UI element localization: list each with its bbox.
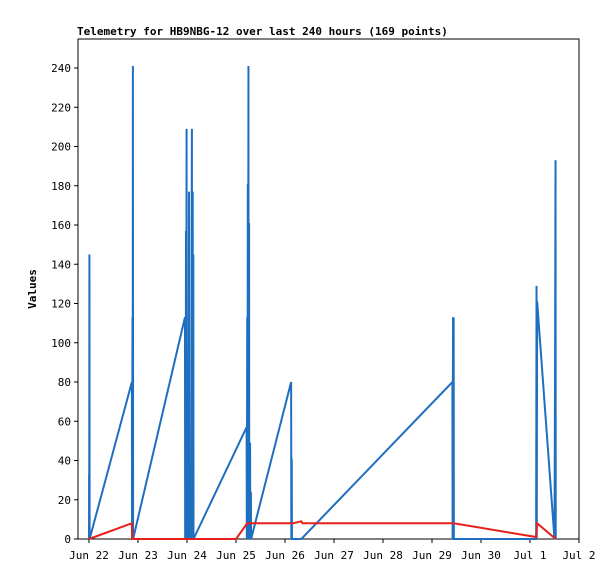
x-tick-label: Jul 2 (562, 549, 595, 562)
x-tick-label: Jun 22 (69, 549, 109, 562)
y-tick-label: 220 (51, 101, 71, 114)
x-tick-label: Jul 1 (513, 549, 546, 562)
y-tick-label: 40 (58, 455, 71, 468)
x-tick-label: Jun 26 (265, 549, 305, 562)
x-axis: Jun 22 Jun 23 Jun 24 Jun 25 Jun 26 Jun 27 Jun … (69, 539, 596, 562)
x-tick-label: Jun 24 (167, 549, 207, 562)
series-group (88, 66, 557, 540)
y-tick-label: 140 (51, 258, 71, 271)
y-tick-label: 160 (51, 219, 71, 232)
x-tick-label: Jun 25 (216, 549, 256, 562)
x-tick-label: Jun 27 (314, 549, 354, 562)
y-tick-label: 200 (51, 141, 71, 154)
x-tick-label: Jun 30 (461, 549, 501, 562)
plot-area (77, 38, 580, 540)
y-tick-label: 180 (51, 180, 71, 193)
series-line-1 (88, 520, 557, 540)
x-tick-label: Jun 28 (363, 549, 403, 562)
y-tick-label: 80 (58, 376, 71, 389)
x-tick-label: Jun 29 (412, 549, 452, 562)
x-tick-label: Jun 23 (118, 549, 158, 562)
y-tick-label: 60 (58, 415, 71, 428)
y-tick-label: 100 (51, 337, 71, 350)
series-line-0 (88, 66, 557, 540)
y-axis: 0 20 40 60 80 100 120 140 160 180 200 220 240 (51, 62, 78, 546)
y-tick-label: 120 (51, 298, 71, 311)
y-tick-label: 20 (58, 494, 71, 507)
y-tick-label: 0 (64, 533, 71, 546)
y-axis-label: Values (26, 269, 39, 309)
y-tick-label: 240 (51, 62, 71, 75)
chart-title: Telemetry for HB9NBG-12 over last 240 ho… (77, 25, 448, 38)
